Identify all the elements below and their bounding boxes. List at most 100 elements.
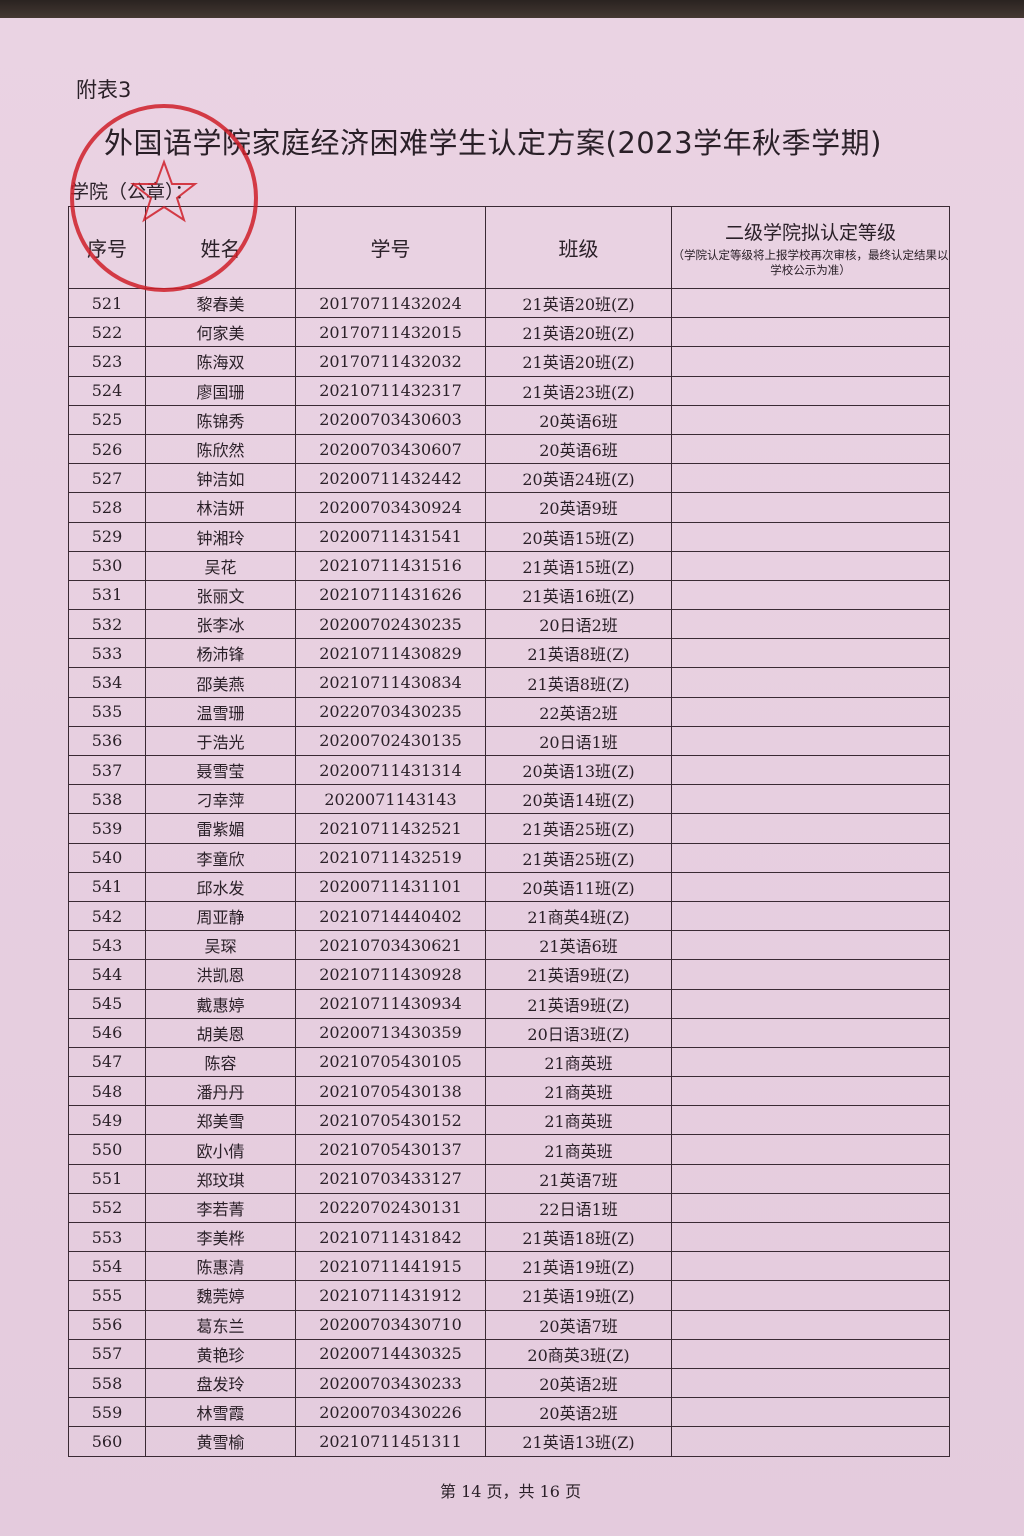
grade-cell: [671, 579, 950, 611]
student-id: 20210711432317: [295, 375, 486, 406]
student-id: 20200711431541: [295, 521, 486, 552]
row-index: 522: [68, 317, 146, 348]
class-name: 21商英班: [485, 1105, 672, 1136]
table-row: 539 雷紫媚 20210711432521 21英语25班(Z): [68, 813, 950, 844]
table-row: 531 张丽文 20210711431626 21英语16班(Z): [68, 579, 950, 611]
table-row: 536 于浩光 20200702430135 20日语1班: [68, 725, 950, 757]
table-row: 522 何家美 20170711432015 21英语20班(Z): [68, 317, 950, 348]
student-name: 戴惠婷: [145, 988, 296, 1019]
grade-cell: [671, 696, 950, 727]
row-index: 530: [68, 550, 146, 581]
student-name: 钟湘玲: [145, 521, 296, 552]
row-index: 523: [68, 346, 146, 377]
student-name: 魏莞婷: [145, 1280, 296, 1311]
table-row: 555 魏莞婷 20210711431912 21英语19班(Z): [68, 1280, 950, 1311]
class-name: 21商英4班(Z): [485, 900, 672, 932]
student-id: 20170711432024: [295, 287, 486, 319]
table-row: 534 邵美燕 20210711430834 21英语8班(Z): [68, 667, 950, 698]
grade-cell: [671, 433, 950, 465]
header-grade-note: （学院认定等级将上报学校再次审核，最终认定结果以学校公示为准）: [672, 247, 949, 277]
table-row: 560 黄雪榆 20210711451311 21英语13班(Z): [68, 1426, 950, 1457]
row-index: 556: [68, 1309, 146, 1340]
table-row: 528 林洁妍 20200703430924 20英语9班: [68, 492, 950, 523]
grade-cell: [671, 1192, 950, 1224]
table-row: 552 李若菁 20220702430131 22日语1班: [68, 1192, 950, 1224]
appendix-label: 附表3: [76, 78, 132, 102]
student-id: 20220703430235: [295, 696, 486, 727]
table-row: 558 盘发玲 20200703430233 20英语2班: [68, 1367, 950, 1399]
document-title: 外国语学院家庭经济困难学生认定方案(2023学年秋季学期): [104, 126, 882, 160]
row-index: 529: [68, 521, 146, 552]
class-name: 21英语19班(Z): [485, 1251, 672, 1282]
student-id: 20210705430137: [295, 1134, 486, 1165]
row-index: 534: [68, 667, 146, 698]
grade-cell: [671, 1105, 950, 1136]
grade-cell: [671, 1367, 950, 1399]
grade-cell: [671, 463, 950, 494]
grade-cell: [671, 725, 950, 757]
row-index: 524: [68, 375, 146, 406]
table-row: 527 钟洁如 20200711432442 20英语24班(Z): [68, 463, 950, 494]
header-grade: 二级学院拟认定等级 （学院认定等级将上报学校再次审核，最终认定结果以学校公示为准…: [671, 206, 950, 289]
student-name: 聂雪莹: [145, 754, 296, 786]
student-name: 温雪珊: [145, 696, 296, 727]
grade-cell: [671, 842, 950, 873]
student-name: 邵美燕: [145, 667, 296, 698]
class-name: 21英语6班: [485, 930, 672, 961]
student-id: 20200711432442: [295, 463, 486, 494]
class-name: 22日语1班: [485, 1192, 672, 1224]
grade-cell: [671, 871, 950, 902]
table-row: 529 钟湘玲 20200711431541 20英语15班(Z): [68, 521, 950, 552]
class-name: 21英语20班(Z): [485, 346, 672, 377]
class-name: 21英语16班(Z): [485, 579, 672, 611]
class-name: 20英语13班(Z): [485, 754, 672, 786]
student-id: 20210714440402: [295, 900, 486, 932]
row-index: 538: [68, 784, 146, 815]
photo-background-edge: [0, 0, 1024, 22]
row-index: 543: [68, 930, 146, 961]
class-name: 21英语9班(Z): [485, 959, 672, 990]
table-row: 537 聂雪莹 20200711431314 20英语13班(Z): [68, 754, 950, 786]
grade-cell: [671, 521, 950, 552]
student-name: 黎春美: [145, 287, 296, 319]
student-name: 陈海双: [145, 346, 296, 377]
table-row: 557 黄艳珍 20200714430325 20商英3班(Z): [68, 1338, 950, 1369]
student-name: 黄雪榆: [145, 1426, 296, 1457]
grade-cell: [671, 1338, 950, 1369]
row-index: 550: [68, 1134, 146, 1165]
student-name: 胡美恩: [145, 1017, 296, 1048]
class-name: 20英语2班: [485, 1367, 672, 1399]
row-index: 542: [68, 900, 146, 932]
class-name: 20商英3班(Z): [485, 1338, 672, 1369]
row-index: 552: [68, 1192, 146, 1224]
grade-cell: [671, 754, 950, 786]
student-id: 20200703430607: [295, 433, 486, 465]
student-id: 20210711441915: [295, 1251, 486, 1282]
row-index: 532: [68, 609, 146, 640]
student-name: 吴花: [145, 550, 296, 581]
student-name: 欧小倩: [145, 1134, 296, 1165]
student-id: 20210703430621: [295, 930, 486, 961]
student-id: 20210711430834: [295, 667, 486, 698]
grade-cell: [671, 1426, 950, 1457]
grade-cell: [671, 1397, 950, 1428]
student-id: 20200703430603: [295, 404, 486, 435]
class-name: 21英语25班(Z): [485, 813, 672, 844]
class-name: 21商英班: [485, 1076, 672, 1107]
student-name: 郑美雪: [145, 1105, 296, 1136]
class-name: 20英语11班(Z): [485, 871, 672, 902]
table-row: 546 胡美恩 20200713430359 20日语3班(Z): [68, 1017, 950, 1048]
table-row: 549 郑美雪 20210705430152 21商英班: [68, 1105, 950, 1136]
grade-cell: [671, 550, 950, 581]
student-name: 廖国珊: [145, 375, 296, 406]
student-name: 张丽文: [145, 579, 296, 611]
student-name: 洪凯恩: [145, 959, 296, 990]
row-index: 536: [68, 725, 146, 757]
grade-cell: [671, 1076, 950, 1107]
grade-cell: [671, 404, 950, 435]
table-row: 543 吴琛 20210703430621 21英语6班: [68, 930, 950, 961]
student-id: 20170711432015: [295, 317, 486, 348]
grade-cell: [671, 375, 950, 406]
row-index: 526: [68, 433, 146, 465]
grade-cell: [671, 1046, 950, 1078]
